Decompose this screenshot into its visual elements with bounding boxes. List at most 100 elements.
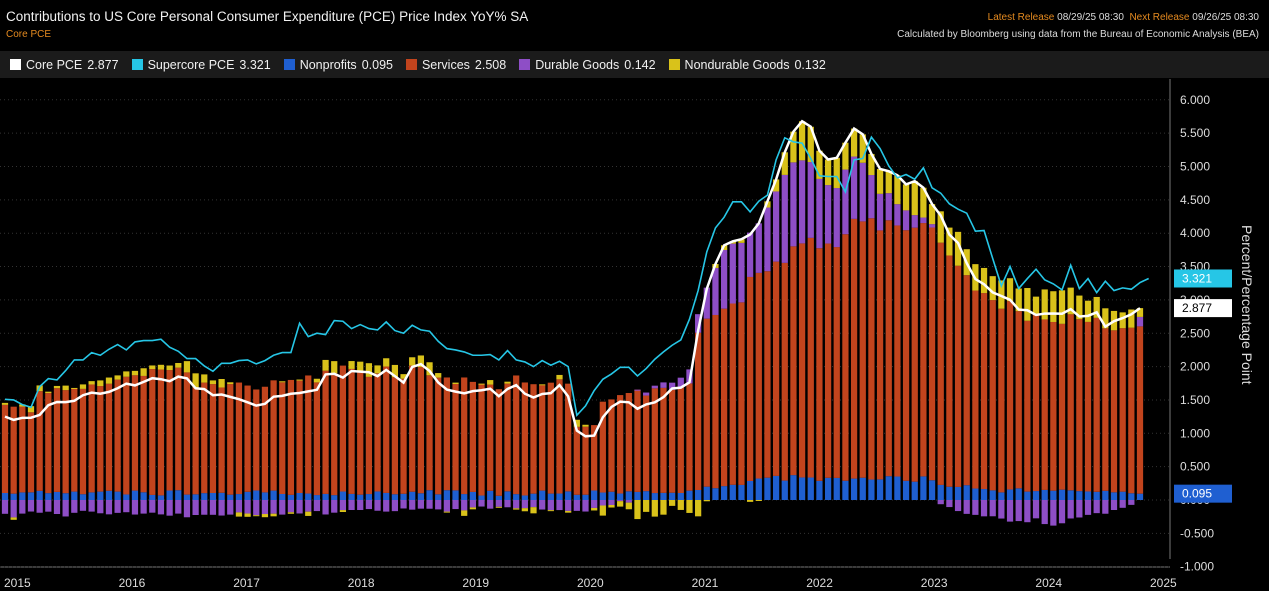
- bar-services: [885, 220, 892, 477]
- bar-durable-goods: [19, 500, 26, 514]
- bar-nondurable-goods: [868, 153, 875, 176]
- bar-durable-goods: [131, 500, 139, 515]
- bar-durable-goods: [374, 500, 381, 511]
- bar-durable-goods: [513, 500, 520, 509]
- bar-nonprofits: [19, 492, 26, 500]
- bar-nonprofits: [53, 491, 61, 500]
- legend-item-core-pce[interactable]: Core PCE 2.877: [10, 58, 119, 72]
- bar-nondurable-goods: [911, 181, 918, 216]
- bar-services: [461, 377, 468, 495]
- bar-nondurable-goods: [608, 505, 615, 508]
- bar-nonprofits: [348, 493, 355, 500]
- bar-durable-goods: [911, 215, 918, 228]
- bar-services: [296, 380, 303, 493]
- bar-durable-goods: [1058, 500, 1066, 524]
- x-tick-label: 2019: [462, 576, 489, 590]
- bar-nonprofits: [850, 478, 858, 500]
- bar-nonprofits: [469, 491, 476, 500]
- bar-services: [798, 243, 806, 478]
- bar-nondurable-goods: [417, 355, 424, 368]
- bar-durable-goods: [504, 500, 511, 508]
- bar-services: [703, 318, 710, 487]
- bar-nonprofits: [88, 492, 95, 500]
- bar-durable-goods: [781, 174, 788, 263]
- bar-durable-goods: [218, 500, 225, 516]
- legend-label: Core PCE: [26, 57, 83, 72]
- bar-durable-goods: [625, 500, 632, 503]
- bar-nondurable-goods: [45, 391, 52, 394]
- bar-durable-goods: [495, 500, 502, 507]
- legend-item-services[interactable]: Services 2.508: [405, 58, 506, 72]
- x-tick-label: 2024: [1035, 576, 1062, 590]
- bar-durable-goods: [989, 500, 996, 517]
- last-value-text: 0.095: [1182, 487, 1212, 501]
- bar-nondurable-goods: [1076, 295, 1083, 320]
- bar-durable-goods: [1015, 500, 1022, 522]
- bar-durable-goods: [634, 389, 641, 391]
- bar-nonprofits: [798, 477, 806, 500]
- bar-nonprofits: [1024, 491, 1031, 500]
- bar-durable-goods: [417, 500, 424, 509]
- legend-swatch: [10, 59, 21, 70]
- legend-item-supercore-pce[interactable]: Supercore PCE 3.321: [131, 58, 271, 72]
- bar-nonprofits: [833, 477, 840, 500]
- y-tick-label: 2.500: [1180, 326, 1210, 340]
- x-tick-label: 2015: [4, 576, 31, 590]
- bar-services: [201, 382, 208, 494]
- bar-durable-goods: [357, 500, 364, 511]
- bar-services: [149, 369, 156, 495]
- legend-value: 2.877: [87, 57, 119, 72]
- bar-nondurable-goods: [1032, 296, 1040, 315]
- legend-label: Nonprofits: [299, 57, 357, 72]
- bar-durable-goods: [45, 500, 52, 512]
- bar-nondurable-goods: [634, 500, 641, 520]
- bar-nonprofits: [1067, 490, 1074, 500]
- legend-label: Nondurable Goods: [684, 57, 790, 72]
- latest-release-label: Latest Release: [987, 12, 1055, 23]
- bar-durable-goods: [729, 243, 736, 304]
- bar-services: [443, 377, 450, 491]
- bar-nonprofits: [1041, 489, 1048, 500]
- bar-nondurable-goods: [400, 374, 407, 379]
- bar-nonprofits: [331, 495, 338, 500]
- bar-nondurable-goods: [928, 204, 936, 225]
- bar-services: [738, 302, 745, 485]
- bar-nonprofits: [599, 492, 606, 500]
- bar-nondurable-goods: [383, 358, 390, 367]
- bar-services: [1058, 323, 1066, 490]
- bar-durable-goods: [556, 500, 563, 511]
- bar-services: [175, 367, 182, 491]
- bar-durable-goods: [928, 224, 936, 228]
- bar-nondurable-goods: [1015, 288, 1022, 312]
- legend-item-nonprofits[interactable]: Nonprofits 0.095: [283, 57, 393, 72]
- bar-nonprofits: [790, 475, 797, 500]
- bar-nonprofits: [1058, 489, 1066, 500]
- bar-durable-goods: [348, 500, 355, 511]
- bar-durable-goods: [105, 500, 113, 515]
- bar-services: [539, 385, 546, 491]
- bar-services: [746, 276, 754, 481]
- legend-item-durable-goods[interactable]: Durable Goods 0.142: [519, 58, 656, 72]
- bar-durable-goods: [617, 500, 624, 502]
- bar-durable-goods: [798, 160, 806, 244]
- bar-durable-goods: [591, 500, 598, 508]
- bar-nonprofits: [885, 476, 892, 500]
- bar-nondurable-goods: [469, 507, 476, 510]
- last-value-text: 2.877: [1182, 301, 1212, 315]
- y-tick-label: 1.500: [1180, 393, 1210, 407]
- bar-nondurable-goods: [902, 184, 910, 211]
- bar-services: [816, 248, 823, 481]
- bar-durable-goods: [980, 500, 988, 517]
- bar-services: [105, 383, 113, 491]
- bar-services: [530, 384, 537, 494]
- legend-item-nondurable-goods[interactable]: Nondurable Goods 0.132: [668, 57, 826, 72]
- bar-durable-goods: [253, 500, 260, 516]
- bar-services: [651, 388, 658, 494]
- bar-services: [1015, 311, 1022, 489]
- bar-durable-goods: [183, 500, 191, 518]
- bar-nonprofits: [27, 492, 35, 500]
- y-tick-label: 6.000: [1180, 93, 1210, 107]
- bar-services: [62, 390, 69, 494]
- bar-nondurable-goods: [19, 404, 26, 407]
- bar-nonprofits: [123, 494, 130, 500]
